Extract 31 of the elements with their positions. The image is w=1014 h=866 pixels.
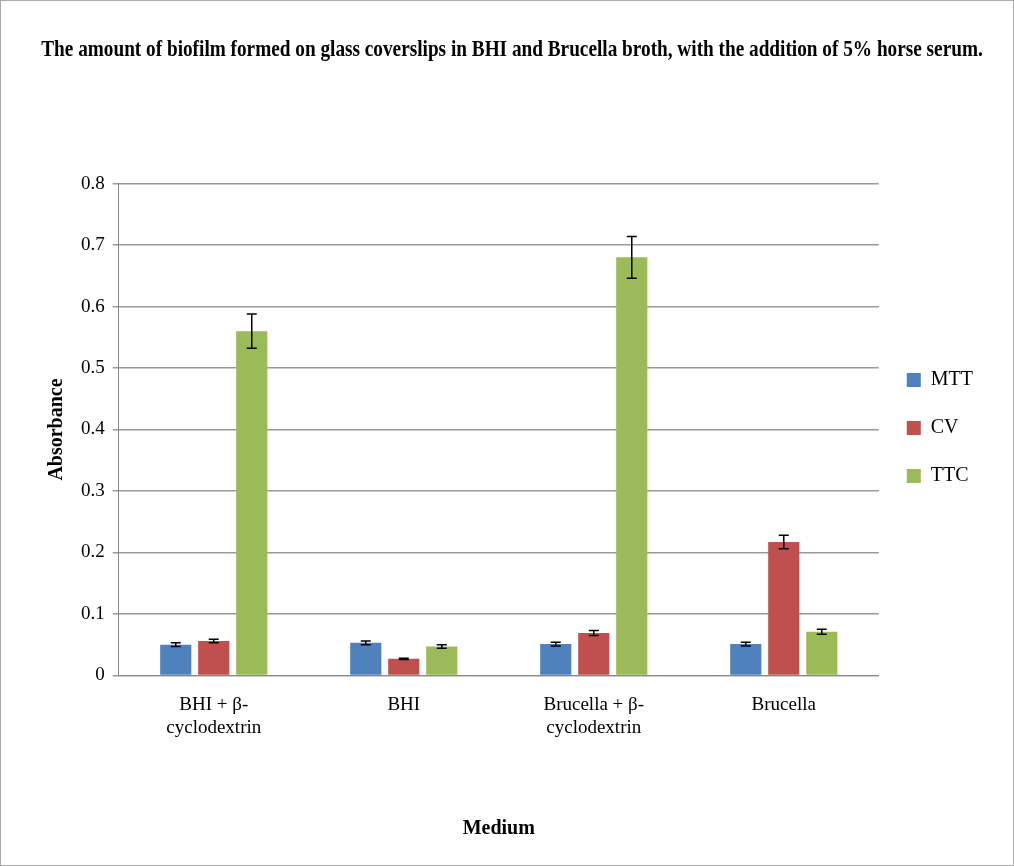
- y-tick-label: 0: [95, 663, 105, 685]
- bar: [578, 632, 610, 675]
- bar: [198, 640, 230, 675]
- x-tick-label: Brucella: [751, 692, 817, 714]
- x-axis-title: Medium: [462, 816, 536, 839]
- bar: [616, 257, 648, 675]
- bar: [768, 542, 800, 675]
- bar: [388, 658, 420, 675]
- bar: [806, 631, 838, 675]
- bar: [426, 646, 458, 675]
- x-tick-label: BHI + β-cyclodextrin: [166, 692, 262, 737]
- y-tick-label: 0.6: [81, 294, 105, 316]
- y-tick-label: 0.1: [81, 601, 105, 623]
- y-axis-title: Absorbance: [44, 378, 67, 481]
- bar: [730, 644, 762, 675]
- legend-label: MTT: [930, 367, 973, 390]
- x-tick-label: BHI: [387, 692, 421, 714]
- bar: [160, 644, 192, 675]
- bar: [350, 642, 382, 675]
- x-tick-label: Brucella + β-cyclodextrin: [543, 692, 645, 737]
- legend-label: CV: [930, 415, 960, 438]
- y-tick-label: 0.4: [81, 417, 106, 439]
- y-tick-label: 0.3: [81, 478, 105, 500]
- y-tick-label: 0.8: [81, 171, 105, 193]
- y-tick-label: 0.5: [81, 356, 105, 378]
- legend-label: TTC: [930, 463, 969, 486]
- y-tick-label: 0.7: [81, 233, 105, 255]
- chart-title: The amount of biofilm formed on glass coverslips in BHI and Brucella broth, with the addition of 5% horse serum.: [41, 35, 983, 62]
- bar: [236, 331, 268, 675]
- y-tick-label: 0.2: [81, 540, 105, 562]
- bar: [540, 644, 572, 675]
